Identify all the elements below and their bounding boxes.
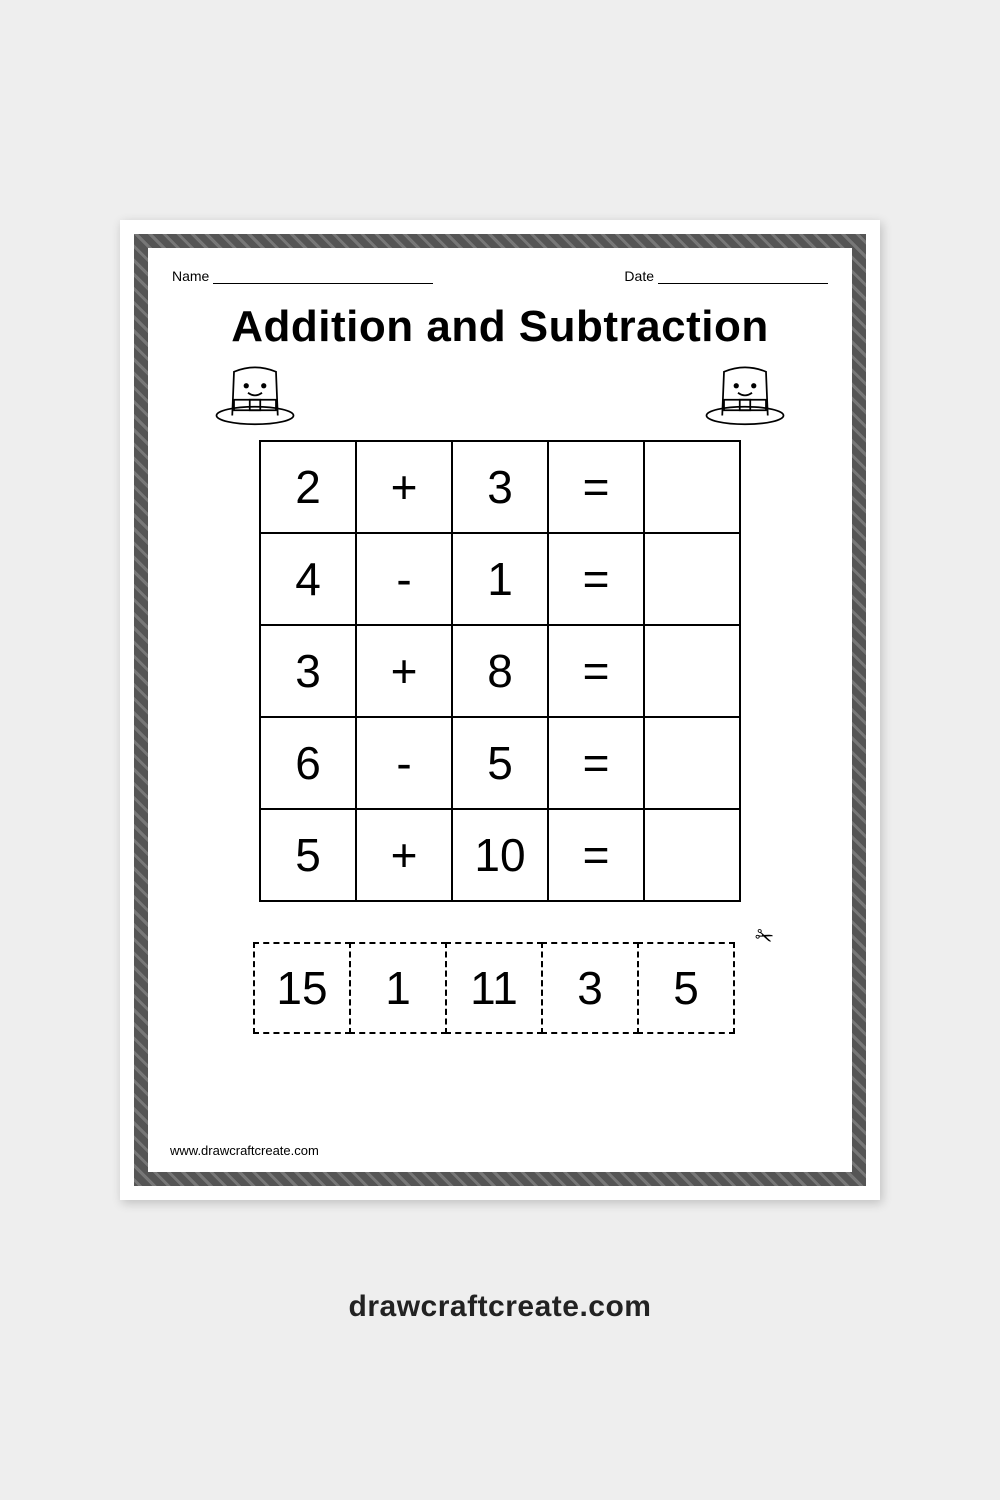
grid-cell: =	[548, 441, 644, 533]
grid-cell: 10	[452, 809, 548, 901]
worksheet-page: Name Date Addition and Subtraction	[120, 220, 880, 1200]
cutout-cell[interactable]: 5	[637, 942, 735, 1034]
grid-cell: -	[356, 533, 452, 625]
grid-cell: 1	[452, 533, 548, 625]
hat-icon-left	[210, 356, 300, 426]
grid-cell: 4	[260, 533, 356, 625]
grid-cell: 8	[452, 625, 548, 717]
worksheet-content: Name Date Addition and Subtraction	[154, 254, 846, 1166]
name-input-line[interactable]	[213, 270, 433, 284]
grid-cell: -	[356, 717, 452, 809]
grid-cell: =	[548, 809, 644, 901]
worksheet-title: Addition and Subtraction	[170, 302, 830, 352]
grid-cell: +	[356, 625, 452, 717]
table-row: 5 + 10 =	[260, 809, 740, 901]
image-caption: drawcraftcreate.com	[349, 1290, 652, 1324]
grid-cell: +	[356, 441, 452, 533]
table-row: 4 - 1 =	[260, 533, 740, 625]
table-row: 6 - 5 =	[260, 717, 740, 809]
cutout-cell[interactable]: 1	[349, 942, 447, 1034]
grid-cell: 5	[260, 809, 356, 901]
table-row: 2 + 3 =	[260, 441, 740, 533]
grid-cell: =	[548, 717, 644, 809]
hat-illustrations	[170, 356, 830, 426]
cutout-cell[interactable]: 15	[253, 942, 351, 1034]
grid-cell: =	[548, 625, 644, 717]
scissors-icon: ✂	[751, 922, 777, 953]
grid-cell: 5	[452, 717, 548, 809]
table-row: 3 + 8 =	[260, 625, 740, 717]
answer-cell[interactable]	[644, 809, 740, 901]
date-label: Date	[624, 268, 654, 284]
grid-cell: 2	[260, 441, 356, 533]
name-label: Name	[172, 268, 209, 284]
answer-cell[interactable]	[644, 717, 740, 809]
grid-cell: 3	[260, 625, 356, 717]
grid-cell: =	[548, 533, 644, 625]
cutout-cell[interactable]: 11	[445, 942, 543, 1034]
cutout-answers: ✂ 15 1 11 3 5	[255, 942, 745, 1034]
answer-cell[interactable]	[644, 533, 740, 625]
grid-cell: 6	[260, 717, 356, 809]
answer-cell[interactable]	[644, 625, 740, 717]
hat-icon-right	[700, 356, 790, 426]
grid-cell: 3	[452, 441, 548, 533]
answer-cell[interactable]	[644, 441, 740, 533]
date-input-line[interactable]	[658, 270, 828, 284]
date-field: Date	[624, 268, 828, 284]
footer-url: www.drawcraftcreate.com	[170, 1129, 830, 1158]
grid-cell: +	[356, 809, 452, 901]
header-fields: Name Date	[170, 268, 830, 284]
problems-grid: 2 + 3 = 4 - 1 = 3 + 8 = 6 -	[259, 440, 741, 902]
name-field: Name	[172, 268, 433, 284]
cutout-cell[interactable]: 3	[541, 942, 639, 1034]
